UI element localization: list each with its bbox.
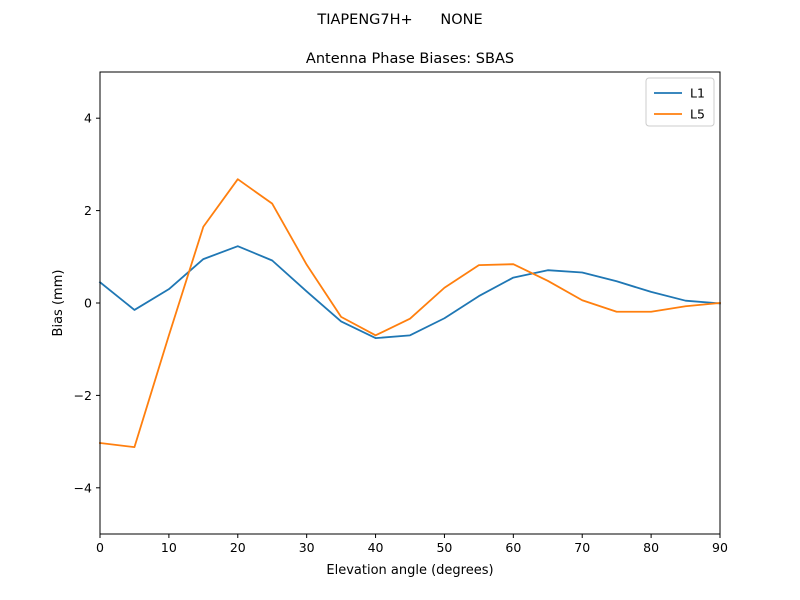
x-tick-label: 30: [299, 540, 315, 555]
x-tick-label: 80: [643, 540, 659, 555]
y-tick-label: 4: [84, 111, 92, 126]
plot-area: [98, 178, 721, 449]
y-tick-label: 0: [84, 296, 92, 311]
y-axis-label: Bias (mm): [51, 270, 66, 337]
x-tick-label: 50: [436, 540, 452, 555]
y-tick-label: −4: [74, 480, 92, 495]
figure-suptitle: TIAPENG7H+ NONE: [316, 12, 482, 28]
x-axis-ticks: 0 10 20 30 40 50 60 70 80 90: [96, 534, 728, 555]
y-axis-ticks: −4 −2 0 2 4: [74, 111, 100, 495]
chart-title: Antenna Phase Biases: SBAS: [306, 51, 514, 67]
axes-frame: [99, 71, 721, 535]
x-tick-label: 10: [161, 540, 177, 555]
legend-label-l5: L5: [690, 107, 705, 122]
x-axis-label: Elevation angle (degrees): [326, 563, 493, 578]
x-tick-label: 0: [96, 540, 104, 555]
x-tick-label: 40: [368, 540, 384, 555]
series-line-l5: [98, 178, 721, 449]
x-tick-label: 60: [505, 540, 521, 555]
x-tick-label: 70: [574, 540, 590, 555]
x-tick-label: 20: [230, 540, 246, 555]
legend-label-l1: L1: [690, 86, 705, 101]
y-tick-label: 2: [84, 203, 92, 218]
series-line-l1: [98, 245, 721, 340]
y-tick-label: −2: [74, 388, 92, 403]
x-tick-label: 90: [712, 540, 728, 555]
